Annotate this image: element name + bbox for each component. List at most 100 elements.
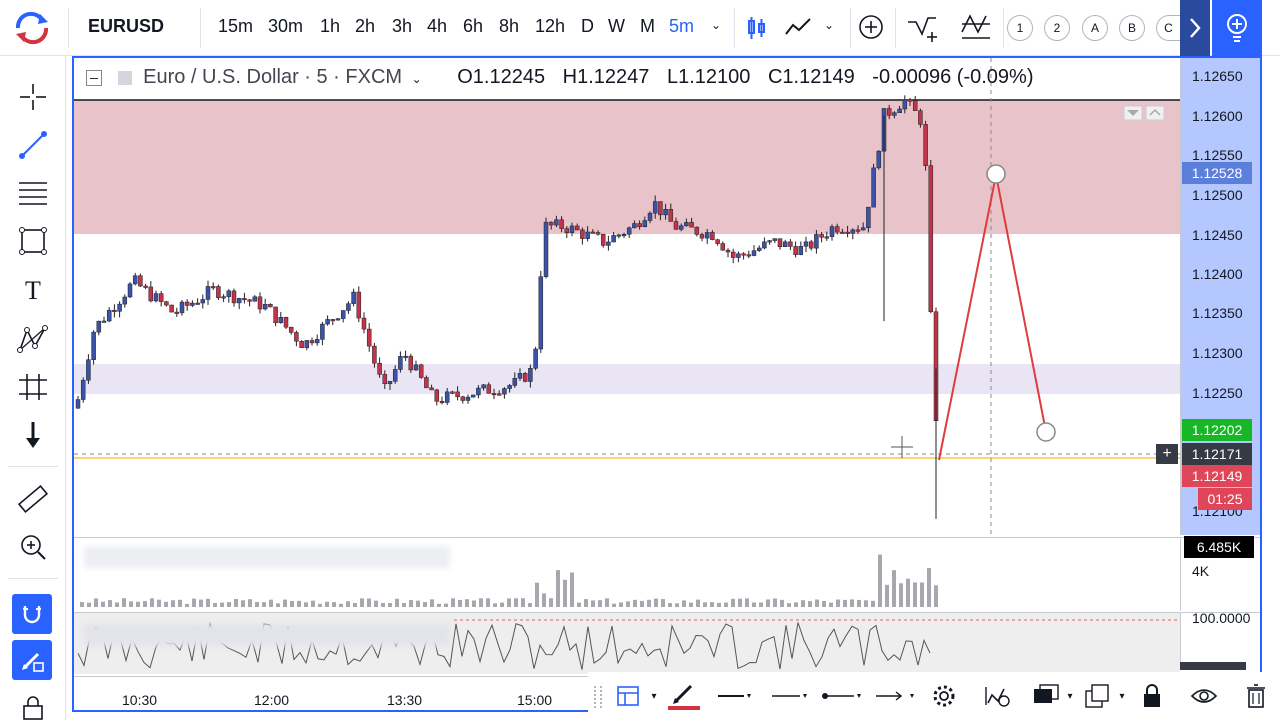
expand-toolbar-button[interactable] xyxy=(1180,0,1210,56)
publish-idea-button[interactable] xyxy=(1212,0,1262,56)
volume-bar xyxy=(157,599,161,607)
projection-point-top[interactable] xyxy=(986,164,1006,184)
arrow-down-icon[interactable] xyxy=(16,418,50,452)
interval-w[interactable]: W xyxy=(608,16,625,36)
candle-body xyxy=(174,311,180,314)
volume-bar xyxy=(801,600,805,607)
rectangle-icon[interactable] xyxy=(16,224,50,258)
interval-6h[interactable]: 6h xyxy=(463,16,484,36)
interval-2h[interactable]: 2h xyxy=(355,16,376,36)
fib-retracement-icon[interactable] xyxy=(16,176,50,210)
interval-m[interactable]: M xyxy=(640,16,655,36)
interval-30m[interactable]: 30m xyxy=(268,16,304,36)
supply-zone[interactable] xyxy=(74,100,1180,234)
volume-bar xyxy=(493,603,497,607)
add-alert-plus-icon[interactable]: + xyxy=(1156,444,1178,464)
candle-body xyxy=(418,364,424,378)
delete-trash-icon[interactable] xyxy=(1242,682,1270,710)
compare-plus-icon[interactable] xyxy=(858,14,884,45)
clone-dropdown-icon[interactable]: ▾ xyxy=(1119,690,1125,702)
line-chart-icon[interactable] xyxy=(784,16,812,43)
projection-point-bottom[interactable] xyxy=(1036,422,1056,442)
collapse-legend-icon[interactable] xyxy=(86,69,102,86)
volume-bar xyxy=(661,599,665,607)
price-pane[interactable] xyxy=(74,58,1180,535)
line-width-icon[interactable] xyxy=(716,682,752,710)
volume-bar xyxy=(822,601,826,607)
candle-body xyxy=(169,304,174,313)
text-icon[interactable]: T xyxy=(25,276,41,305)
candle-body xyxy=(372,345,377,364)
interval-8h[interactable]: 8h xyxy=(499,16,520,36)
line-end-arrow-icon[interactable] xyxy=(874,682,918,710)
layout-2-button[interactable]: 2 xyxy=(1044,15,1070,41)
magnet-button[interactable] xyxy=(12,594,52,634)
time-axis[interactable] xyxy=(74,676,594,710)
layout-b-button[interactable]: B xyxy=(1119,15,1145,41)
interval-d[interactable]: D xyxy=(581,16,594,36)
volume-bar xyxy=(171,600,175,607)
ruler-icon[interactable] xyxy=(16,482,50,516)
volume-bar xyxy=(360,598,364,607)
templates-icon[interactable] xyxy=(960,12,994,47)
app-logo-icon[interactable] xyxy=(12,10,52,46)
alert-icon[interactable] xyxy=(982,682,1010,710)
candle-body xyxy=(658,201,663,216)
candle-body xyxy=(252,296,258,302)
settings-gear-icon[interactable] xyxy=(930,682,958,710)
interval-12h[interactable]: 12h xyxy=(535,16,566,36)
crosshair-icon[interactable] xyxy=(16,80,50,114)
keep-drawing-button[interactable] xyxy=(12,640,52,680)
line-color-pencil-icon[interactable] xyxy=(668,682,700,710)
pencil-lock-icon xyxy=(22,652,44,672)
interval-1h[interactable]: 1h xyxy=(320,16,341,36)
volume-bar xyxy=(675,603,679,607)
legend-symbol-name[interactable]: Euro / U.S. Dollar · 5 · FXCM xyxy=(143,66,403,88)
candle-body xyxy=(632,223,637,229)
visual-order-icon[interactable] xyxy=(1032,682,1060,710)
interval-3h[interactable]: 3h xyxy=(392,16,413,36)
indicators-icon[interactable] xyxy=(906,14,940,47)
interval-active-5m[interactable]: 5m xyxy=(669,16,695,36)
candle-body xyxy=(288,326,294,333)
top-toolbar: EURUSD 15m 30m 1h 2h 3h 4h 6h 8h 12h D W… xyxy=(0,0,1280,56)
interval-4h[interactable]: 4h xyxy=(427,16,448,36)
volume-bar xyxy=(843,599,847,607)
layout-1-button[interactable]: 1 xyxy=(1007,15,1033,41)
demand-zone[interactable] xyxy=(74,364,1180,394)
volume-bar xyxy=(612,603,616,607)
interval-dropdown-icon[interactable]: ⌄ xyxy=(711,18,722,32)
lock-drawings-icon[interactable] xyxy=(20,694,46,725)
zoom-in-icon[interactable] xyxy=(16,530,50,564)
legend-low: L1.12100 xyxy=(666,66,751,88)
symbol-search[interactable]: EURUSD xyxy=(88,16,165,36)
volume-bar xyxy=(276,603,280,607)
template-dropdown-icon[interactable]: ▾ xyxy=(651,690,657,702)
line-style-icon[interactable] xyxy=(770,682,810,710)
volume-bar xyxy=(514,598,518,607)
layout-a-button[interactable]: A xyxy=(1082,15,1108,41)
time-tick: 15:00 xyxy=(517,692,553,708)
candle-body xyxy=(210,286,216,289)
candles-icon[interactable] xyxy=(746,15,768,46)
volume-bar xyxy=(339,603,343,607)
layout-c-button[interactable]: C xyxy=(1156,15,1180,41)
zone-settings-icon[interactable] xyxy=(1123,105,1165,121)
volume-bar xyxy=(185,603,189,607)
visual-order-dropdown-icon[interactable]: ▾ xyxy=(1067,690,1073,702)
interval-15m[interactable]: 15m xyxy=(218,16,254,36)
prediction-icon[interactable] xyxy=(16,370,50,404)
volume-pane[interactable] xyxy=(74,537,1180,611)
template-icon[interactable] xyxy=(616,682,644,710)
chart-type-dropdown-icon[interactable]: ⌄ xyxy=(824,18,835,32)
candle-body xyxy=(221,296,226,299)
price-tick: 1.12650 xyxy=(1192,68,1243,84)
pattern-icon[interactable] xyxy=(16,322,50,356)
legend-dropdown-icon[interactable]: ⌄ xyxy=(411,72,422,86)
clone-icon[interactable] xyxy=(1084,682,1112,710)
lock-icon[interactable] xyxy=(1138,682,1166,710)
volume-bar xyxy=(437,603,441,607)
trend-line-icon[interactable] xyxy=(16,128,50,162)
hide-eye-icon[interactable] xyxy=(1190,682,1218,710)
line-end-dot-icon[interactable] xyxy=(820,682,864,710)
